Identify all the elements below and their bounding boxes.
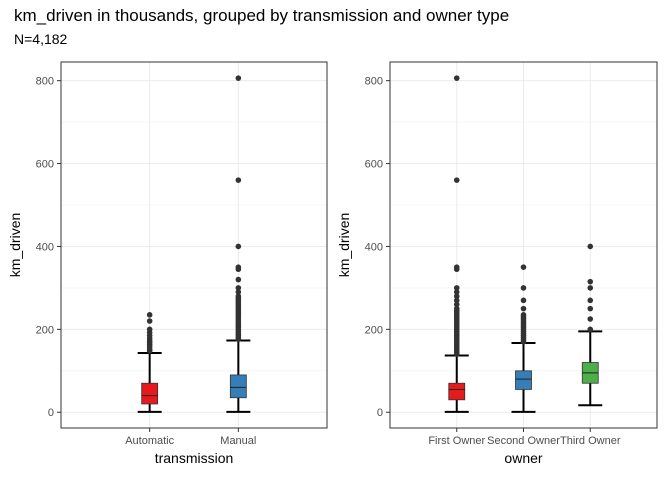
chart-title: km_driven in thousands, grouped by trans…	[14, 6, 510, 25]
outlier-point	[453, 285, 460, 291]
box-second-owner	[515, 370, 532, 390]
outlier-point	[520, 285, 527, 291]
outlier-point	[235, 177, 242, 183]
outlier-point	[587, 278, 594, 285]
outlier-point	[453, 75, 460, 81]
outlier-point	[587, 316, 594, 322]
panel-border	[60, 61, 328, 429]
outlier-point	[235, 293, 242, 299]
outlier-point	[146, 312, 153, 318]
outlier-point	[453, 264, 460, 270]
x-tick-label: Manual	[220, 435, 256, 447]
outlier-point	[587, 285, 594, 291]
outlier-point	[146, 318, 153, 324]
y-tick-label: 200	[36, 324, 54, 336]
x-tick-label: Automatic	[125, 435, 174, 447]
y-tick-label: 600	[36, 159, 54, 171]
outlier-point	[453, 305, 460, 312]
outlier-point	[235, 276, 242, 283]
x-axis-title: transmission	[155, 450, 234, 466]
x-tick-label: First Owner	[428, 435, 485, 447]
y-tick-label: 200	[365, 324, 383, 336]
outlier-point	[587, 243, 594, 250]
outlier-point	[235, 264, 242, 270]
outlier-point	[453, 293, 460, 299]
box-manual	[229, 374, 247, 399]
x-tick-label: Third Owner	[560, 435, 621, 447]
outlier-point	[520, 297, 527, 304]
outlier-point	[235, 289, 242, 295]
y-tick-label: 800	[36, 76, 54, 88]
y-tick-label: 0	[377, 407, 383, 419]
x-axis-title: owner	[504, 450, 542, 466]
outlier-point	[520, 312, 527, 318]
outlier-point	[453, 301, 460, 308]
outlier-point	[453, 177, 460, 183]
outlier-point	[146, 326, 153, 333]
outlier-point	[453, 289, 460, 295]
outlier-point	[587, 326, 594, 333]
box-automatic	[141, 382, 159, 405]
plot-panel	[61, 62, 327, 428]
outlier-point	[520, 305, 527, 312]
panel-border	[389, 61, 658, 429]
box-first-owner	[448, 382, 466, 401]
outlier-point	[235, 243, 242, 250]
y-tick-label: 600	[365, 159, 383, 171]
y-axis-title: km_driven	[336, 213, 352, 278]
x-tick-label: Second Owner	[487, 435, 560, 447]
outlier-point	[587, 305, 594, 312]
outlier-point	[520, 264, 527, 270]
y-tick-label: 400	[365, 241, 383, 253]
chart-subtitle: N=4,182	[14, 31, 68, 47]
y-tick-label: 0	[48, 407, 54, 419]
outlier-point	[235, 75, 242, 81]
outlier-point	[587, 297, 594, 304]
outlier-point	[235, 285, 242, 291]
outlier-point	[453, 297, 460, 304]
y-axis-title: km_driven	[7, 213, 23, 278]
y-tick-label: 800	[365, 76, 383, 88]
y-tick-label: 400	[36, 241, 54, 253]
